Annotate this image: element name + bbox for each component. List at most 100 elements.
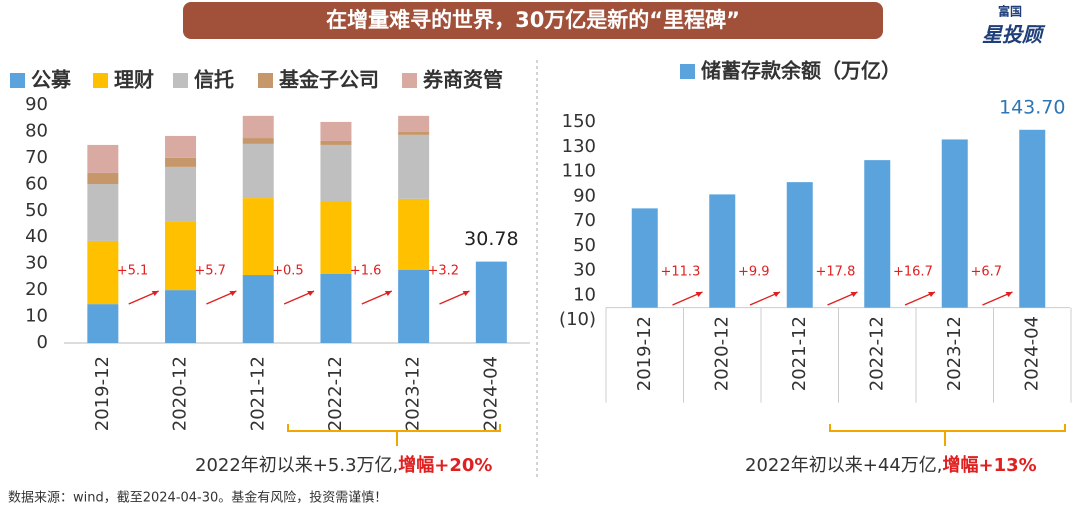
x-tick-label: 2019-12 bbox=[634, 316, 655, 391]
bar bbox=[165, 157, 197, 167]
growth-label: +9.9 bbox=[738, 265, 770, 280]
x-tick-label: 2019-12 bbox=[92, 356, 113, 431]
growth-arrowhead bbox=[773, 292, 780, 297]
y-tick-label: 60 bbox=[25, 173, 48, 194]
y-tick-label: 30 bbox=[25, 253, 48, 274]
bar bbox=[165, 166, 197, 222]
growth-label: +11.3 bbox=[661, 265, 701, 280]
legend-label: 券商资管 bbox=[422, 68, 503, 92]
growth-label: +5.7 bbox=[194, 264, 226, 279]
bar bbox=[320, 121, 352, 141]
y-tick-label: 50 bbox=[25, 200, 48, 221]
growth-arrowhead bbox=[1005, 292, 1013, 297]
bar bbox=[242, 115, 274, 139]
bar bbox=[941, 139, 968, 308]
bar bbox=[398, 134, 430, 199]
y-tick-label: 80 bbox=[25, 120, 48, 141]
bar bbox=[165, 221, 197, 291]
growth-label: +6.7 bbox=[971, 265, 1003, 280]
y-tick-label: 110 bbox=[562, 161, 596, 182]
growth-label: +0.5 bbox=[272, 264, 304, 279]
y-tick-label: 50 bbox=[573, 235, 596, 256]
bar bbox=[242, 143, 274, 199]
bar bbox=[320, 273, 352, 343]
y-tick-label: 130 bbox=[562, 136, 596, 157]
growth-arrowhead bbox=[928, 292, 935, 297]
growth-arrowhead bbox=[695, 292, 703, 297]
data-label: 143.70 bbox=[999, 96, 1065, 118]
annotation-highlight: 增幅+20% bbox=[398, 454, 492, 476]
legend-swatch bbox=[680, 64, 695, 79]
y-tick-label: (10) bbox=[559, 309, 596, 330]
legend-label: 储蓄存款余额（万亿） bbox=[701, 59, 901, 83]
y-tick-label: 90 bbox=[573, 185, 596, 206]
source-note: 数据来源：wind，截至2024-04-30。基金有风险，投资需谨慎！ bbox=[8, 490, 387, 506]
growth-arrowhead bbox=[384, 291, 392, 296]
legend-swatch bbox=[258, 73, 273, 88]
y-tick-label: 150 bbox=[562, 111, 596, 132]
growth-label: +3.2 bbox=[428, 264, 460, 279]
logo-top: 富国 bbox=[998, 4, 1022, 19]
page-title: 在增量难寻的世界，30万亿是新的“里程碑” bbox=[326, 8, 740, 32]
bar bbox=[242, 198, 274, 276]
bar bbox=[631, 208, 658, 308]
growth-label: +1.6 bbox=[350, 264, 382, 279]
bar bbox=[398, 131, 430, 135]
legend-label: 基金子公司 bbox=[279, 68, 379, 92]
x-tick-label: 2022-12 bbox=[325, 356, 346, 431]
bar bbox=[786, 182, 813, 308]
growth-arrowhead bbox=[151, 291, 159, 296]
y-tick-label: 70 bbox=[573, 210, 596, 231]
bar bbox=[165, 135, 197, 158]
x-tick-label: 2023-12 bbox=[944, 316, 965, 391]
y-tick-label: 70 bbox=[25, 147, 48, 168]
bar bbox=[320, 144, 352, 201]
bar bbox=[1019, 129, 1046, 308]
x-tick-label: 2022-12 bbox=[866, 316, 887, 391]
bar bbox=[87, 172, 119, 185]
x-tick-label: 2020-12 bbox=[170, 356, 191, 431]
y-tick-label: 90 bbox=[25, 94, 48, 115]
title-banner bbox=[183, 2, 883, 39]
annotation: 2022年初以来+5.3万亿,增幅+20% bbox=[195, 454, 492, 476]
x-tick-label: 2021-12 bbox=[789, 316, 810, 391]
legend-swatch bbox=[173, 73, 188, 88]
annotation-highlight: 增幅+13% bbox=[943, 454, 1037, 476]
bar bbox=[242, 138, 274, 144]
bar bbox=[87, 304, 119, 343]
growth-arrowhead bbox=[462, 291, 470, 296]
annotation: 2022年初以来+44万亿,增幅+13% bbox=[745, 454, 1037, 476]
y-tick-label: 20 bbox=[25, 279, 48, 300]
y-tick-label: 10 bbox=[573, 284, 596, 305]
growth-label: +16.7 bbox=[893, 265, 933, 280]
bar bbox=[320, 200, 352, 274]
x-tick-label: 2020-12 bbox=[711, 316, 732, 391]
logo-main: 星投顾 bbox=[982, 23, 1046, 47]
legend-label: 公募 bbox=[31, 68, 72, 92]
bracket bbox=[287, 424, 501, 446]
growth-label: +5.1 bbox=[117, 264, 149, 279]
legend-swatch bbox=[93, 73, 108, 88]
legend-swatch bbox=[402, 73, 417, 88]
bar bbox=[165, 290, 197, 343]
y-tick-label: 40 bbox=[25, 226, 48, 247]
growth-label: +17.8 bbox=[816, 265, 856, 280]
data-label: 30.78 bbox=[464, 228, 518, 250]
y-tick-label: 10 bbox=[25, 306, 48, 327]
y-tick-label: 30 bbox=[573, 260, 596, 281]
bar bbox=[87, 184, 119, 241]
x-tick-label: 2021-12 bbox=[247, 356, 268, 431]
legend-swatch bbox=[10, 73, 25, 88]
growth-arrowhead bbox=[229, 291, 237, 296]
annotation-text: 2022年初以来+5.3万亿, bbox=[195, 455, 398, 476]
bar bbox=[398, 115, 430, 132]
y-tick-label: 0 bbox=[37, 332, 48, 353]
bar bbox=[320, 140, 352, 145]
bar bbox=[398, 198, 430, 271]
bar bbox=[709, 194, 736, 308]
bar bbox=[87, 240, 119, 305]
bar bbox=[864, 160, 891, 308]
x-tick-label: 2023-12 bbox=[403, 356, 424, 431]
legend-label: 信托 bbox=[194, 68, 234, 92]
